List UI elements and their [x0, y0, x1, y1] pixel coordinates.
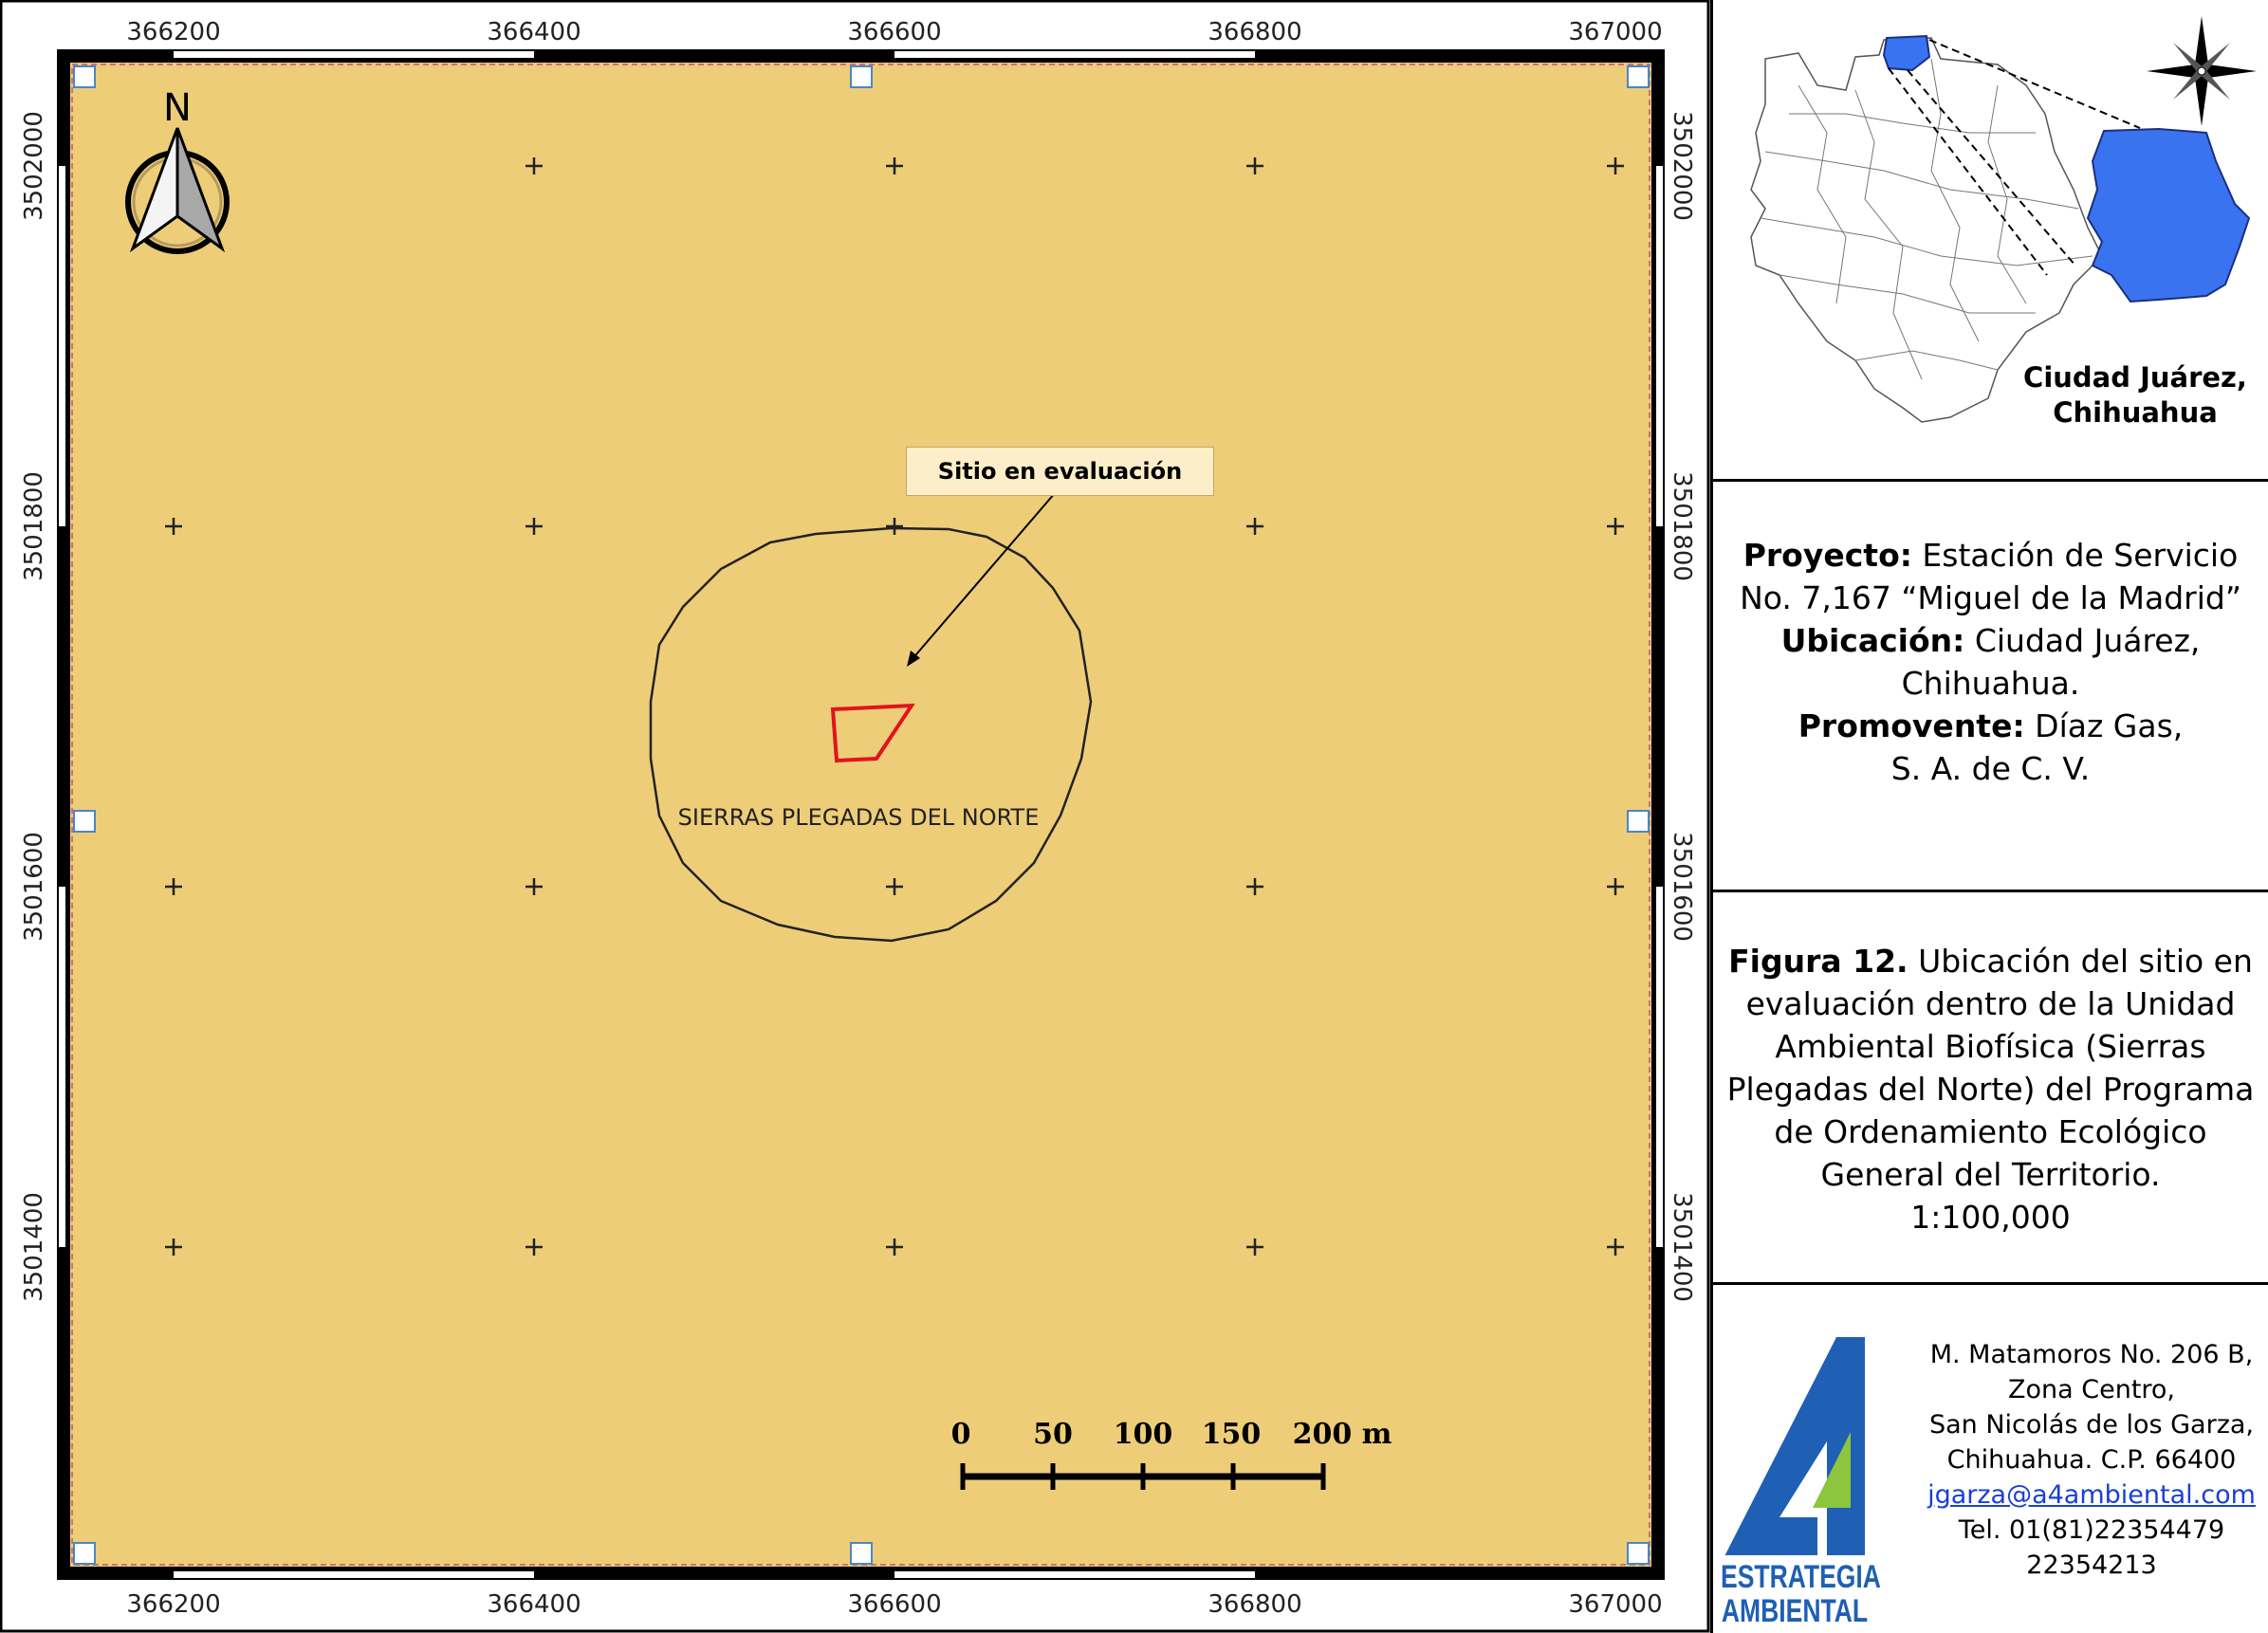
caption-line: Ubicación del sitio en [1908, 943, 2253, 980]
compass-rose-icon [2147, 16, 2257, 126]
top-coord-label: 366800 [1208, 18, 1301, 46]
ubicacion-label: Ubicación: [1780, 622, 1965, 659]
zone-outline [649, 526, 1093, 943]
bottom-coord-label: 367000 [1568, 1590, 1662, 1619]
top-coord-label: 366600 [847, 18, 941, 46]
locator-label: Ciudad Juárez, Chihuahua [1998, 360, 2268, 431]
ubicacion-value: Ciudad Juárez, [1964, 622, 2201, 659]
caption-line: evaluación dentro de la Unidad [1745, 985, 2236, 1022]
phone-line: 22354213 [2026, 1550, 2157, 1580]
map-canvas: 366200 366400 366600 366800 367000 36620… [0, 0, 1710, 1633]
north-label: N [163, 86, 192, 130]
scale-label: 150 [1202, 1418, 1262, 1451]
scale-label: 100 [1114, 1418, 1173, 1451]
bottom-coord-label: 366200 [126, 1590, 220, 1619]
left-coord-label: 3501400 [20, 1192, 48, 1302]
email-link[interactable]: jgarza@a4ambiental.com [1927, 1480, 2256, 1510]
ubicacion-value: Chihuahua. [1901, 665, 2080, 702]
proyecto-value: No. 7,167 “Miguel de la Madrid” [1740, 579, 2241, 616]
address-line: M. Matamoros No. 206 B, [1929, 1340, 2254, 1369]
caption-line: General del Territorio. [1820, 1156, 2161, 1193]
bottom-coord-label: 366800 [1208, 1590, 1301, 1619]
address-line: Chihuahua. C.P. 66400 [1946, 1445, 2237, 1475]
project-cell: Proyecto: Estación de Servicio No. 7,167… [1713, 482, 2268, 892]
right-coordinates: 3502000 3501800 3501600 3501400 [1668, 111, 1696, 1302]
caption-line: Ambiental Biofísica (Sierras [1775, 1028, 2206, 1065]
north-arrow-icon: N [125, 86, 230, 254]
left-coord-label: 3501800 [20, 471, 48, 581]
frame-handles[interactable] [73, 65, 1650, 1565]
proyecto-value: Estación de Servicio [1911, 537, 2239, 574]
right-coord-label: 3502000 [1668, 111, 1696, 221]
left-coord-label: 3501600 [20, 832, 48, 942]
caption-line: Plegadas del Norte) del Programa [1726, 1071, 2255, 1108]
proyecto-label: Proyecto: [1742, 537, 1912, 574]
left-coord-label: 3502000 [20, 111, 48, 221]
caption-line: de Ordenamiento Ecológico [1774, 1113, 2207, 1150]
ruler-segments [59, 51, 1663, 1578]
figure-label: Figura 12. [1728, 943, 1908, 980]
top-coord-label: 366200 [126, 18, 220, 46]
side-panel: Ciudad Juárez, Chihuahua Proyecto: Estac… [1710, 0, 2268, 1633]
scale-label: 0 [951, 1418, 971, 1451]
map-scale: 1:100,000 [1910, 1199, 2071, 1236]
scale-bar: 0 50 100 150 200 m [951, 1418, 1392, 1490]
figure-caption-cell: Figura 12. Ubicación del sitio en evalua… [1713, 892, 2268, 1285]
right-coord-label: 3501600 [1668, 832, 1696, 942]
project-info: Proyecto: Estación de Servicio No. 7,167… [1723, 534, 2259, 790]
company-logo-text: ESTRATEGIA AMBIENTAL [1721, 1559, 1881, 1629]
municipality-highlight [1882, 34, 1931, 72]
map-panel: 366200 366400 366600 366800 367000 36620… [0, 0, 1710, 1633]
state-outline [1750, 37, 2103, 423]
bottom-coord-label: 366400 [487, 1590, 581, 1619]
company-cell: ESTRATEGIA AMBIENTAL M. Matamoros No. 20… [1713, 1285, 2268, 1633]
locator-map [1750, 16, 2257, 423]
left-coordinates: 3502000 3501800 3501600 3501400 [20, 111, 48, 1302]
promovente-value: Díaz Gas, [2024, 707, 2184, 744]
zone-label: SIERRAS PLEGADAS DEL NORTE [678, 804, 1040, 831]
right-coord-label: 3501800 [1668, 471, 1696, 581]
logo-line: ESTRATEGIA [1721, 1559, 1881, 1595]
promovente-label: Promovente: [1798, 707, 2025, 744]
company-logo-icon [1724, 1337, 1865, 1555]
top-coordinates: 366200 366400 366600 366800 367000 [126, 18, 1662, 46]
figure-caption: Figura 12. Ubicación del sitio en evalua… [1723, 940, 2259, 1239]
callout-arrow [907, 492, 1056, 667]
promovente-value: S. A. de C. V. [1890, 750, 2091, 787]
company-address: M. Matamoros No. 206 B, Zona Centro, San… [1912, 1337, 2268, 1583]
municipality-enlarged [2086, 127, 2251, 303]
address-line: Zona Centro, [2007, 1375, 2176, 1404]
scale-label: 50 [1033, 1418, 1073, 1451]
address-line: San Nicolás de los Garza, [1928, 1410, 2254, 1440]
callout-label: Sitio en evaluación [906, 447, 1214, 496]
scale-label: 200 m [1293, 1418, 1392, 1451]
locator-label-line: Chihuahua [2053, 396, 2218, 429]
logo-line: AMBIENTAL [1721, 1593, 1869, 1629]
bottom-coordinates: 366200 366400 366600 366800 367000 [126, 1590, 1662, 1619]
phone-line: Tel. 01(81)22354479 [1958, 1515, 2225, 1545]
map-background [70, 63, 1651, 1567]
locator-label-line: Ciudad Juárez, [2023, 361, 2247, 394]
bottom-coord-label: 366600 [847, 1590, 941, 1619]
municipality-lines [1760, 58, 2093, 380]
right-coord-label: 3501400 [1668, 1192, 1696, 1302]
top-coord-label: 366400 [487, 18, 581, 46]
top-coord-label: 367000 [1568, 18, 1662, 46]
site-polygon[interactable] [830, 703, 915, 763]
locator-map-cell: Ciudad Juárez, Chihuahua [1713, 0, 2268, 482]
